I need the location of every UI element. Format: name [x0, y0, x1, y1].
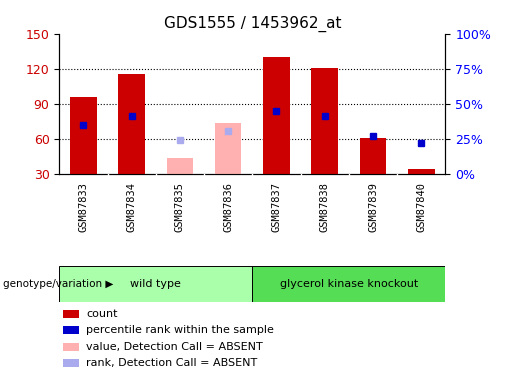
Text: genotype/variation ▶: genotype/variation ▶: [3, 279, 113, 289]
Bar: [70, 97, 97, 174]
Text: wild type: wild type: [130, 279, 181, 289]
Bar: [252, 266, 445, 302]
Text: glycerol kinase knockout: glycerol kinase knockout: [280, 279, 418, 289]
Text: GSM87836: GSM87836: [223, 182, 233, 232]
Text: value, Detection Call = ABSENT: value, Detection Call = ABSENT: [87, 342, 263, 352]
Bar: [215, 123, 242, 174]
Text: percentile rank within the sample: percentile rank within the sample: [87, 325, 274, 335]
Bar: [63, 326, 78, 334]
Bar: [59, 266, 252, 302]
Bar: [63, 343, 78, 351]
Text: rank, Detection Call = ABSENT: rank, Detection Call = ABSENT: [87, 358, 258, 368]
Bar: [63, 310, 78, 318]
Title: GDS1555 / 1453962_at: GDS1555 / 1453962_at: [164, 16, 341, 32]
Text: GSM87834: GSM87834: [127, 182, 136, 232]
Bar: [118, 74, 145, 174]
Bar: [167, 158, 193, 174]
Bar: [360, 138, 386, 174]
Bar: [263, 57, 290, 174]
Text: GSM87839: GSM87839: [368, 182, 378, 232]
Text: count: count: [87, 309, 118, 319]
Text: GSM87835: GSM87835: [175, 182, 185, 232]
Bar: [312, 68, 338, 174]
Bar: [63, 359, 78, 367]
Text: GSM87838: GSM87838: [320, 182, 330, 232]
Text: GSM87840: GSM87840: [416, 182, 426, 232]
Text: GSM87837: GSM87837: [271, 182, 282, 232]
Text: GSM87833: GSM87833: [78, 182, 89, 232]
Bar: [408, 168, 435, 174]
